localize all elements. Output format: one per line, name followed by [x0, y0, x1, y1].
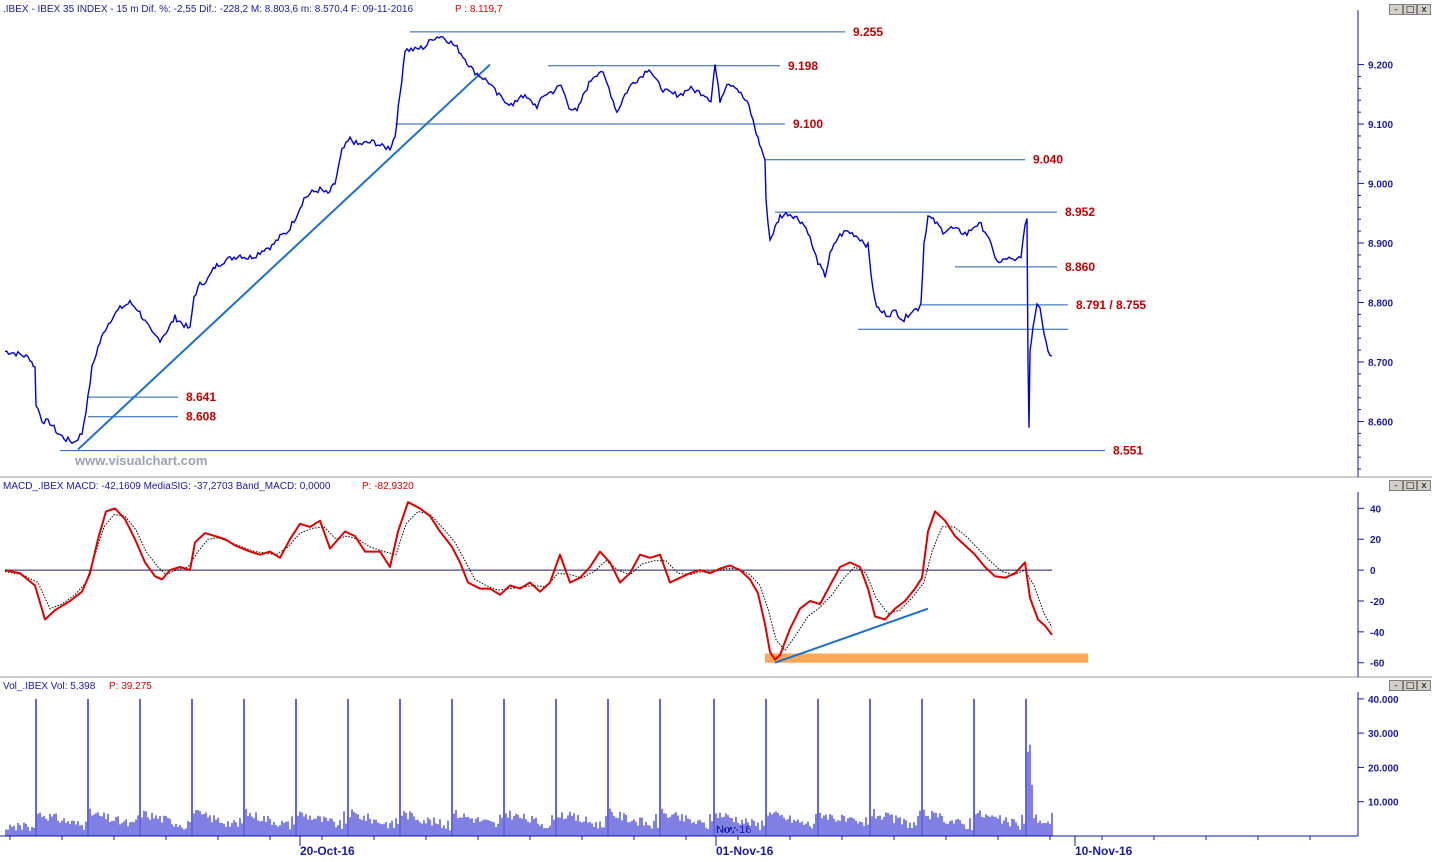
level-label: 8.952 [1065, 205, 1095, 219]
level-label: 9.255 [853, 25, 883, 39]
volume-panel-last-price: P: 39.275 [109, 681, 152, 692]
volume-axis-label: 30.000 [1368, 729, 1399, 740]
trendline [77, 63, 491, 451]
macd-trendline [774, 607, 929, 664]
level-label: 8.791 / 8.755 [1076, 298, 1146, 312]
macd-axis-label: -40 [1370, 628, 1385, 639]
price-panel-minimize-button[interactable]: - [1389, 4, 1403, 15]
macd-axis-label: 40 [1370, 504, 1382, 515]
volume-panel-close-button[interactable]: x [1417, 680, 1431, 691]
macd-signal-line [4, 510, 1053, 652]
level-label: 8.641 [186, 390, 216, 404]
watermark: www.visualchart.com [74, 453, 207, 468]
time-axis-label: 20-Oct-16 [300, 844, 355, 857]
price-panel-last-price: P : 8.119,7 [455, 4, 503, 15]
price-axis-label: 8.700 [1368, 358, 1393, 369]
macd-axis-label: 0 [1370, 566, 1376, 577]
macd-axis-label: 20 [1370, 535, 1382, 546]
level-label: 8.551 [1113, 444, 1143, 458]
level-label: 9.198 [788, 59, 818, 73]
macd-panel-header: MACD_.IBEX MACD: -42,1609 MediaSIG: -37,… [3, 481, 331, 492]
price-panel-header: .IBEX - IBEX 35 INDEX - 15 m Dif. %: -2,… [3, 4, 413, 15]
volume-date-marker: Nov-16 [716, 824, 751, 836]
price-axis-label: 8.600 [1368, 417, 1393, 428]
price-panel-maximize-button[interactable]: □ [1403, 4, 1417, 15]
level-label: 9.100 [793, 117, 823, 131]
time-axis: 20-Oct-16 01-Nov-16 10-Nov-16 [9, 836, 1311, 858]
price-axis-label: 8.900 [1368, 239, 1393, 250]
volume-axis-label: 20.000 [1368, 763, 1399, 774]
volume-panel-minimize-button[interactable]: - [1389, 680, 1403, 691]
price-axis-label: 9.000 [1368, 180, 1393, 191]
macd-panel-maximize-button[interactable]: □ [1403, 480, 1417, 491]
macd-chart: 40 20 0 -20 -40 -60 [4, 501, 1385, 670]
volume-panel-header: Vol_.IBEX Vol: 5.398 [3, 681, 96, 692]
volume-axis-label: 10.000 [1368, 798, 1399, 809]
price-series-line [4, 35, 1053, 445]
macd-line [4, 501, 1053, 661]
price-axis-label: 8.800 [1368, 299, 1393, 310]
volume-panel-maximize-button[interactable]: □ [1403, 680, 1417, 691]
macd-panel-last-price: P: -82,9320 [362, 481, 414, 492]
level-label: 9.040 [1033, 153, 1063, 167]
price-axis-label: 9.200 [1368, 61, 1393, 72]
price-chart: 8.600 8.700 8.800 8.900 9.000 9.100 9.200 9.255… [4, 25, 1393, 470]
macd-panel-close-button[interactable]: x [1417, 480, 1431, 491]
level-label: 8.608 [186, 410, 216, 424]
time-axis-label: 01-Nov-16 [716, 844, 774, 857]
time-axis-label: 10-Nov-16 [1075, 844, 1133, 857]
macd-axis-label: -20 [1370, 597, 1385, 608]
macd-axis-label: -60 [1370, 659, 1385, 670]
level-label: 8.860 [1065, 260, 1095, 274]
volume-axis-label: 40.000 [1368, 695, 1399, 706]
macd-panel-minimize-button[interactable]: - [1389, 480, 1403, 491]
macd-highlight-band [765, 653, 1088, 663]
volume-chart: 40.000 30.000 20.000 10.000 [5, 695, 1399, 836]
price-axis-label: 9.100 [1368, 120, 1393, 131]
price-panel-close-button[interactable]: x [1417, 4, 1431, 15]
